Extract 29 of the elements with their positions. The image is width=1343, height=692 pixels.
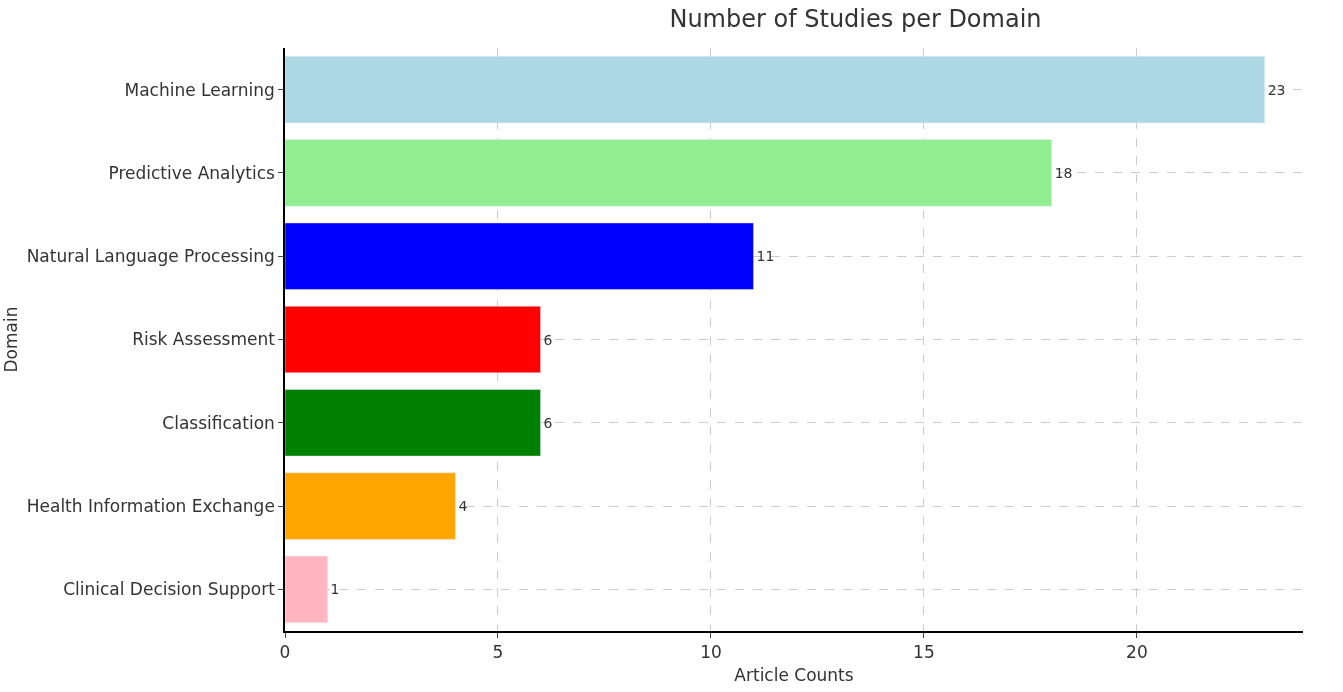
x-tick-label: 15 — [913, 642, 935, 663]
bar — [285, 389, 541, 457]
data-label: 1 — [330, 581, 340, 598]
data-label: 6 — [543, 331, 553, 348]
data-label: 6 — [543, 414, 553, 431]
bar — [285, 222, 754, 290]
y-axis-title: Domain — [0, 306, 21, 373]
bar — [285, 56, 1265, 124]
x-axis-title: Article Counts — [734, 665, 854, 686]
y-tick-label: Risk Assessment — [132, 329, 276, 350]
bar — [285, 305, 541, 374]
y-tick-label: Machine Learning — [124, 79, 275, 100]
y-tick-label: Natural Language Processing — [26, 246, 275, 267]
data-label: 11 — [756, 248, 775, 265]
x-tick-label: 20 — [1126, 642, 1148, 663]
bar — [285, 139, 1052, 207]
data-label: 23 — [1267, 81, 1286, 98]
bar — [285, 472, 456, 540]
data-label: 18 — [1054, 164, 1073, 181]
y-tick-label: Classification — [162, 412, 275, 433]
x-tick-label: 10 — [700, 642, 722, 663]
x-tick-label: 5 — [492, 642, 504, 663]
y-tick-label: Predictive Analytics — [108, 162, 275, 183]
chart-title: Number of Studies per Domain — [669, 5, 1042, 34]
y-tick-label: Clinical Decision Support — [63, 579, 276, 600]
bar — [285, 555, 328, 623]
y-tick-label: Health Information Exchange — [26, 496, 275, 517]
x-tick-label: 0 — [279, 642, 291, 663]
data-label: 4 — [458, 498, 468, 515]
